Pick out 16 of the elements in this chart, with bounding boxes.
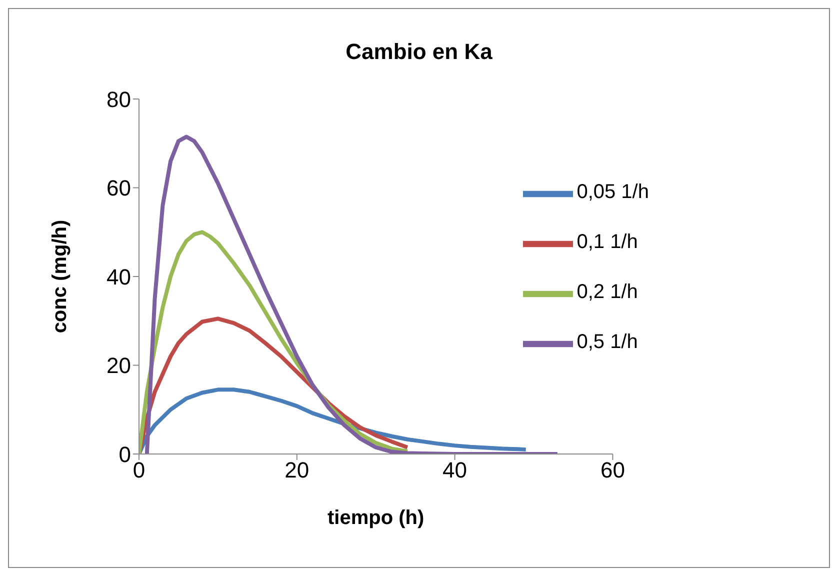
y-tick-label: 60 — [106, 176, 131, 201]
y-tick-label: 20 — [106, 353, 131, 378]
x-tick-label: 40 — [442, 458, 468, 483]
chart-title: Cambio en Ka — [344, 39, 494, 65]
legend-label: 0,05 1/h — [576, 181, 649, 204]
x-tick-label: 20 — [284, 458, 310, 483]
legend-label: 0,2 1/h — [576, 281, 638, 304]
legend-label: 0,1 1/h — [576, 231, 638, 254]
y-tick-label: 80 — [106, 86, 131, 112]
line-series — [144, 134, 560, 454]
y-tick-label: 40 — [106, 264, 131, 290]
x-tick-label: 60 — [600, 458, 625, 483]
y-axis-title: conc (mg/h) — [49, 220, 72, 334]
y-tick-label: 0 — [118, 442, 131, 467]
legend-label: 0,5 1/h — [576, 331, 638, 354]
x-axis-title: tiempo (h) — [328, 507, 424, 529]
